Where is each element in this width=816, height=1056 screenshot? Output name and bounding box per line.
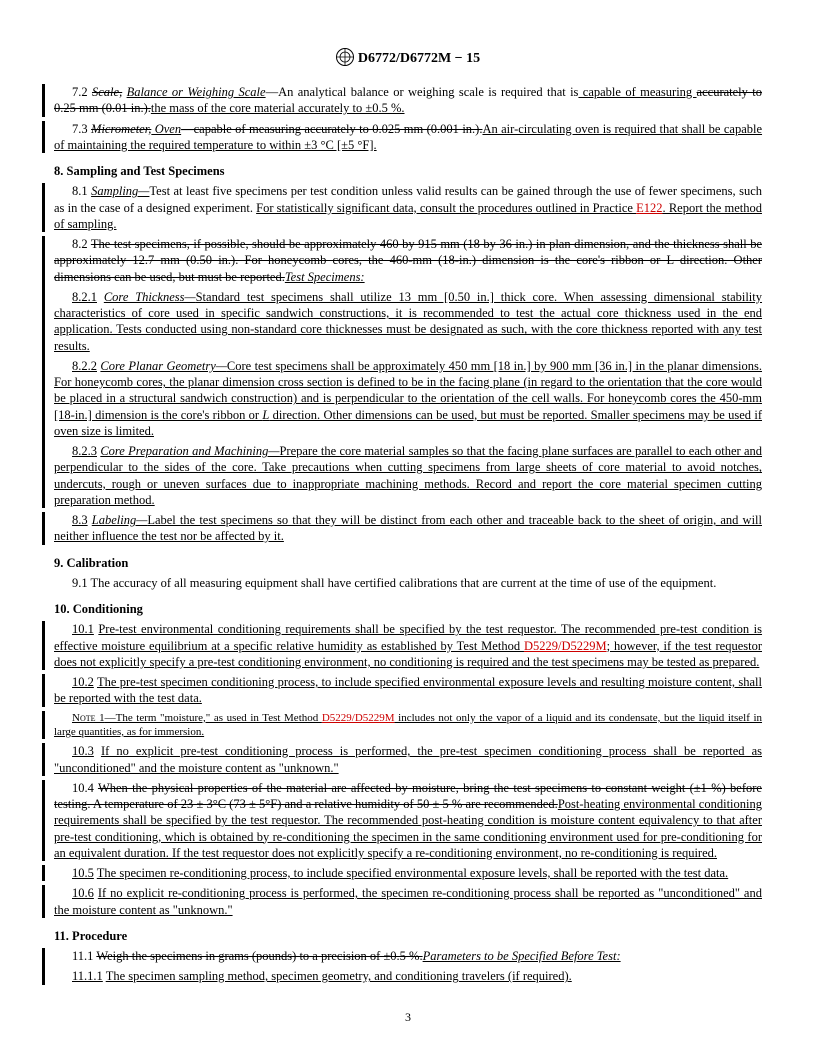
link-d5229-1[interactable]: D5229/D5229M: [524, 639, 607, 653]
link-d5229-2[interactable]: D5229/D5229M: [322, 712, 395, 724]
document-header: D6772/D6772M − 15: [54, 48, 762, 68]
para-10-1: 10.1 Pre-test environmental conditioning…: [54, 621, 762, 670]
section-9-head: 9. Calibration: [54, 555, 762, 571]
para-8-1: 8.1 Sampling—Test at least five specimen…: [54, 183, 762, 232]
section-11-head: 11. Procedure: [54, 928, 762, 944]
para-11-1: 11.1 Weigh the specimens in grams (pound…: [54, 948, 762, 964]
page-number: 3: [0, 1010, 816, 1026]
section-8-head: 8. Sampling and Test Specimens: [54, 163, 762, 179]
para-10-2: 10.2 The pre-test specimen conditioning …: [54, 674, 762, 707]
para-10-3: 10.3 If no explicit pre-test conditionin…: [54, 743, 762, 776]
section-10-head: 10. Conditioning: [54, 601, 762, 617]
standard-number: D6772/D6772M − 15: [358, 51, 480, 66]
para-10-6: 10.6 If no explicit re-conditioning proc…: [54, 885, 762, 918]
para-9-1: 9.1 The accuracy of all measuring equipm…: [54, 575, 762, 591]
para-7-2: 7.2 Scale, Balance or Weighing Scale—An …: [54, 84, 762, 117]
para-11-1-1: 11.1.1 The specimen sampling method, spe…: [54, 968, 762, 984]
para-7-3: 7.3 Micrometer, Oven—capable of measurin…: [54, 121, 762, 154]
astm-logo-icon: [336, 48, 354, 66]
para-8-2-1: 8.2.1 Core Thickness—Standard test speci…: [54, 289, 762, 354]
para-8-3: 8.3 Labeling—Label the test specimens so…: [54, 512, 762, 545]
para-8-2-3: 8.2.3 Core Preparation and Machining—Pre…: [54, 443, 762, 508]
para-8-2: 8.2 The test specimens, if possible, sho…: [54, 236, 762, 285]
para-8-2-2: 8.2.2 Core Planar Geometry—Core test spe…: [54, 358, 762, 439]
para-10-4: 10.4 When the physical properties of the…: [54, 780, 762, 861]
para-10-5: 10.5 The specimen re-conditioning proces…: [54, 865, 762, 881]
note-1: Note 1—The term "moisture," as used in T…: [54, 711, 762, 740]
link-e122[interactable]: E122: [636, 201, 662, 215]
